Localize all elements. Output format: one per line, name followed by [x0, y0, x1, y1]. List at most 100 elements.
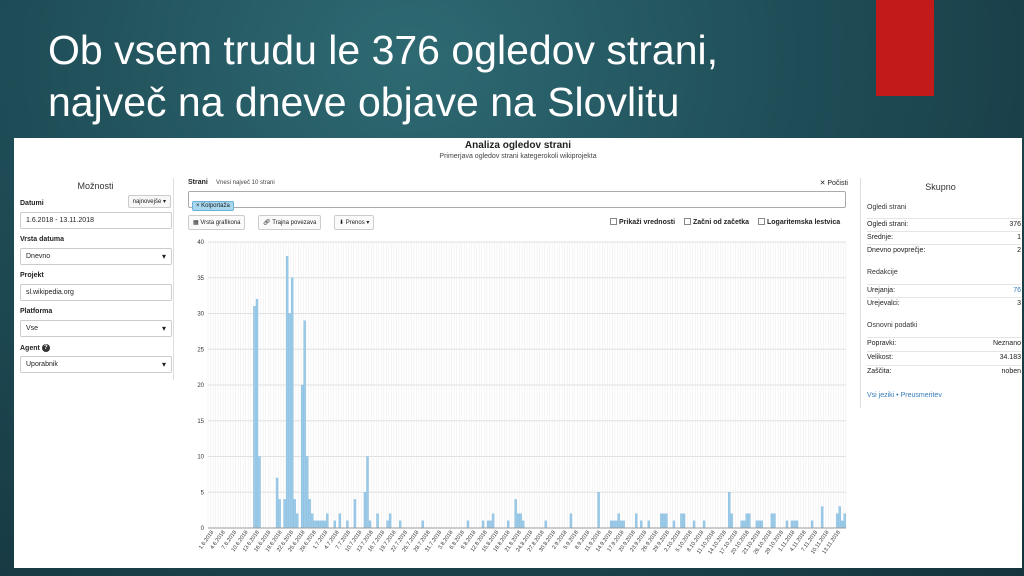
- pageviews-bar[interactable]: [612, 520, 615, 529]
- pageviews-bar[interactable]: [366, 456, 369, 529]
- pageviews-bar[interactable]: [303, 320, 306, 529]
- pageviews-bar[interactable]: [290, 277, 294, 529]
- pageviews-bar[interactable]: [323, 520, 326, 529]
- pageviews-bar[interactable]: [682, 513, 686, 529]
- pageviews-bar[interactable]: [258, 456, 261, 529]
- pageviews-bar[interactable]: [313, 520, 316, 529]
- pageviews-bar[interactable]: [617, 513, 620, 529]
- pageviews-bar[interactable]: [730, 513, 733, 529]
- pageviews-bar[interactable]: [283, 499, 286, 529]
- pageviews-bar[interactable]: [748, 513, 751, 529]
- pageviews-bar[interactable]: [728, 492, 731, 529]
- pageviews-bar[interactable]: [838, 506, 841, 529]
- pageviews-bar[interactable]: [647, 520, 650, 529]
- pages-input[interactable]: × Kolportaža: [188, 191, 846, 211]
- pageviews-bar[interactable]: [333, 520, 337, 529]
- pageviews-bar[interactable]: [758, 520, 761, 529]
- clear-pages-link[interactable]: ✕ Počisti: [819, 180, 848, 187]
- pageviews-bar[interactable]: [293, 499, 296, 529]
- pageviews-bar[interactable]: [836, 513, 839, 529]
- pageviews-bar[interactable]: [321, 520, 324, 529]
- pageviews-bar[interactable]: [609, 520, 613, 529]
- pageviews-bar[interactable]: [665, 513, 668, 529]
- pageviews-bar[interactable]: [288, 313, 291, 529]
- pageviews-bar[interactable]: [662, 513, 666, 529]
- pageviews-bar[interactable]: [569, 513, 573, 529]
- pageviews-bar[interactable]: [820, 506, 824, 529]
- pageviews-bar[interactable]: [466, 520, 470, 529]
- pageviews-bar[interactable]: [275, 477, 279, 529]
- pageviews-bar[interactable]: [326, 513, 329, 529]
- log-scale-checkbox[interactable]: Logaritemska lestvica: [758, 218, 840, 226]
- pageviews-bar[interactable]: [481, 520, 485, 529]
- pageviews-bar[interactable]: [770, 513, 774, 529]
- all-languages-link[interactable]: Vsi jeziki: [867, 392, 895, 399]
- pageviews-bar[interactable]: [660, 513, 663, 529]
- permalink-button[interactable]: 🔗︎ Trajna povezava: [258, 215, 322, 230]
- pageviews-bar[interactable]: [491, 513, 495, 529]
- pageviews-bar[interactable]: [255, 299, 259, 529]
- edits-value-link[interactable]: 76: [1013, 287, 1021, 294]
- pageviews-bar[interactable]: [376, 513, 379, 529]
- help-icon[interactable]: ?: [41, 344, 50, 352]
- pageviews-bar[interactable]: [810, 520, 814, 529]
- pageviews-bar[interactable]: [346, 520, 349, 529]
- agent-select[interactable]: Uporabnik: [20, 356, 172, 373]
- pageviews-bar[interactable]: [597, 492, 600, 529]
- pageviews-bar[interactable]: [692, 520, 696, 529]
- pageviews-bar[interactable]: [421, 520, 424, 529]
- pageviews-bar[interactable]: [740, 520, 743, 529]
- pageviews-bar[interactable]: [311, 513, 314, 529]
- pageviews-bar[interactable]: [773, 513, 776, 529]
- pageviews-bar[interactable]: [308, 499, 311, 529]
- pageviews-bar[interactable]: [745, 513, 748, 529]
- pageviews-bar[interactable]: [843, 513, 846, 529]
- pageviews-bar[interactable]: [743, 520, 746, 529]
- pageviews-bar[interactable]: [489, 520, 492, 529]
- pageviews-bar[interactable]: [841, 520, 844, 529]
- date-type-select[interactable]: Dnevno: [20, 248, 172, 265]
- page-chip[interactable]: × Kolportaža: [192, 201, 234, 211]
- pageviews-bar[interactable]: [514, 499, 517, 529]
- pageviews-bar[interactable]: [517, 513, 520, 529]
- pageviews-bar[interactable]: [316, 520, 319, 529]
- dates-preset-button[interactable]: najnovejše ▾: [127, 195, 171, 208]
- pageviews-bar[interactable]: [318, 520, 321, 529]
- pageviews-bar[interactable]: [278, 499, 281, 529]
- chart-type-button[interactable]: ▦ Vrsta grafikona: [188, 215, 246, 230]
- pageviews-bar[interactable]: [363, 492, 367, 529]
- pageviews-bar[interactable]: [640, 520, 643, 529]
- pageviews-bar[interactable]: [353, 499, 357, 529]
- pageviews-bar[interactable]: [301, 384, 304, 529]
- pageviews-bar[interactable]: [507, 520, 510, 529]
- pageviews-bar[interactable]: [388, 513, 392, 529]
- pageviews-bar[interactable]: [296, 513, 299, 529]
- pageviews-bar[interactable]: [338, 513, 342, 529]
- pageviews-bar[interactable]: [672, 520, 676, 529]
- pageviews-bar[interactable]: [398, 520, 402, 529]
- pageviews-bar[interactable]: [790, 520, 794, 529]
- pageviews-bar[interactable]: [253, 306, 256, 529]
- platform-select[interactable]: Vse: [20, 320, 172, 337]
- pageviews-bar[interactable]: [680, 513, 683, 529]
- pageviews-bar[interactable]: [368, 520, 372, 529]
- pageviews-bar[interactable]: [522, 520, 525, 529]
- pageviews-bar[interactable]: [306, 456, 309, 529]
- project-input[interactable]: sl.wikipedia.org: [20, 284, 172, 301]
- pageviews-bar[interactable]: [620, 520, 623, 529]
- show-values-checkbox[interactable]: Prikaži vrednosti: [610, 218, 675, 226]
- redirects-link[interactable]: Preusmeritev: [900, 392, 942, 399]
- pageviews-bar[interactable]: [519, 513, 522, 529]
- pageviews-bar[interactable]: [793, 520, 796, 529]
- begin-at-zero-checkbox[interactable]: Začni od začetka: [684, 218, 749, 226]
- pageviews-bar[interactable]: [702, 520, 706, 529]
- pageviews-bar[interactable]: [795, 520, 799, 529]
- pageviews-bar[interactable]: [755, 520, 758, 529]
- pageviews-bar[interactable]: [386, 520, 389, 529]
- date-range-input[interactable]: 1.6.2018 - 13.11.2018: [20, 212, 172, 229]
- pageviews-bar[interactable]: [486, 520, 490, 529]
- pageviews-bar[interactable]: [785, 520, 789, 529]
- pageviews-bar[interactable]: [544, 520, 547, 529]
- pageviews-bar[interactable]: [615, 520, 618, 529]
- pageviews-bar[interactable]: [760, 520, 764, 529]
